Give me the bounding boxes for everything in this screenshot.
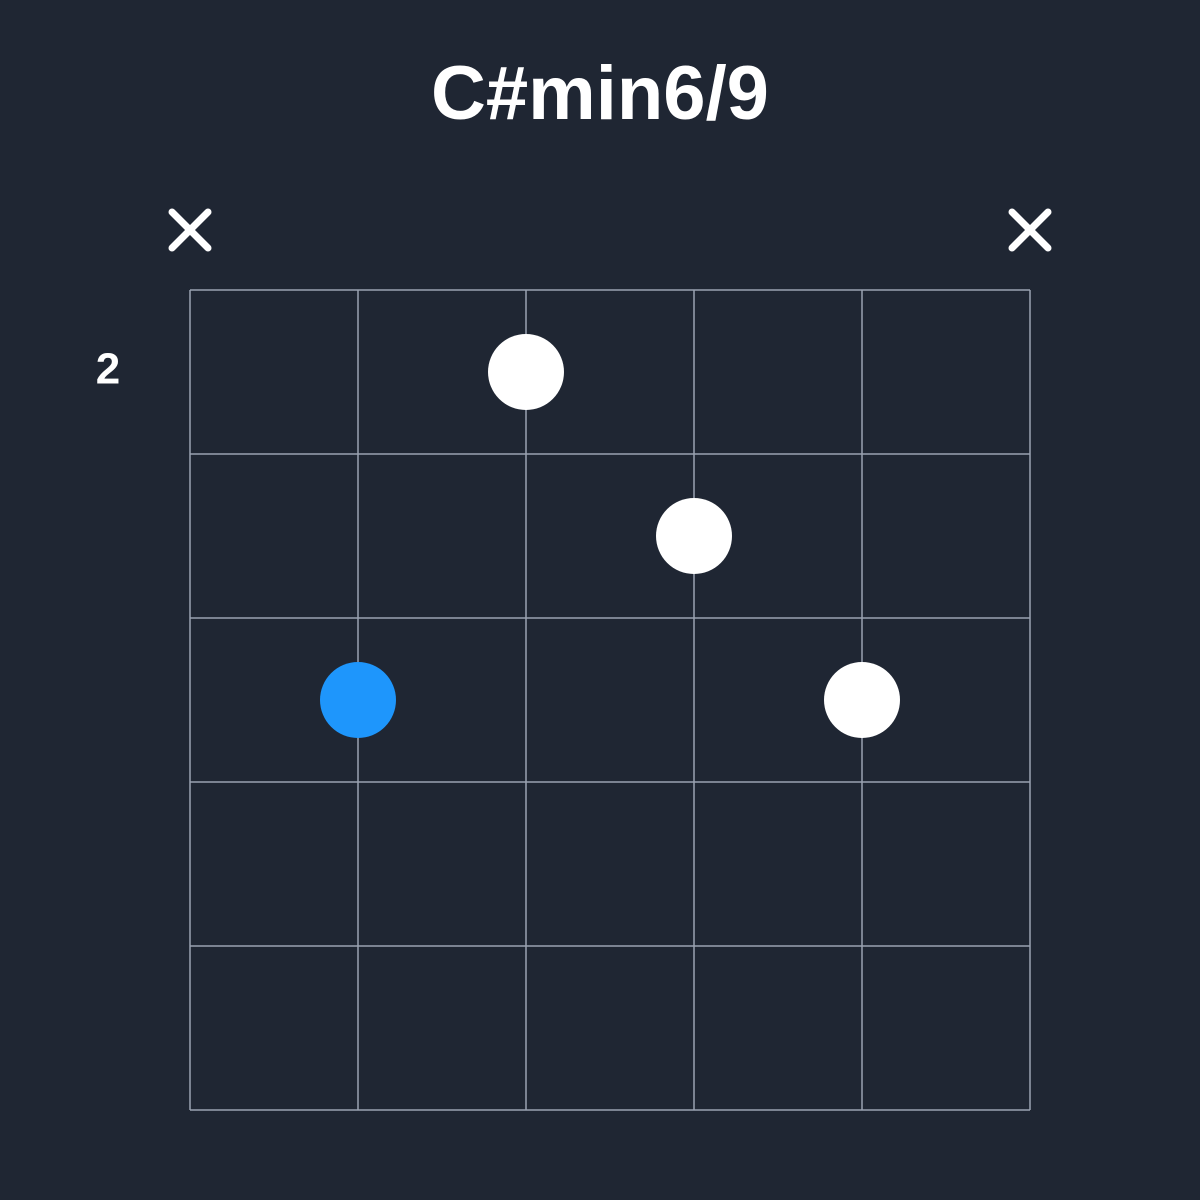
finger-dot <box>488 334 564 410</box>
muted-string-marker <box>1012 212 1048 248</box>
finger-dot <box>656 498 732 574</box>
finger-dot <box>824 662 900 738</box>
chord-diagram-container: C#min6/9 2 <box>0 0 1200 1200</box>
starting-fret-label: 2 <box>96 345 120 394</box>
muted-string-marker <box>172 212 208 248</box>
finger-dot <box>320 662 396 738</box>
chord-diagram: 2 <box>0 0 1200 1200</box>
